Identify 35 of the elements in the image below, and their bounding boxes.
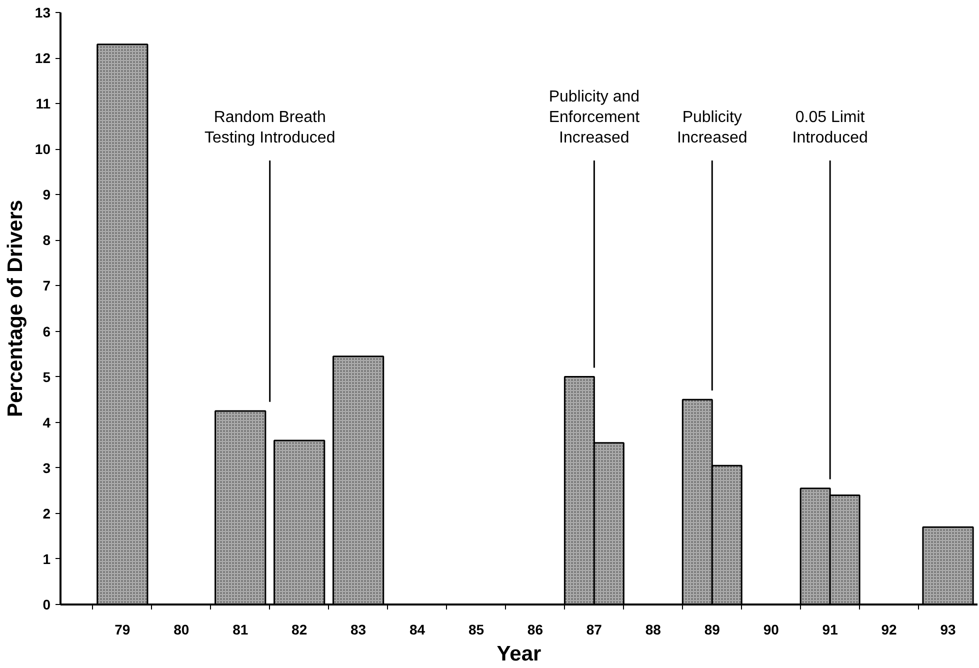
x-axis-title: Year [496,642,542,666]
x-tick-label: 92 [881,622,898,638]
y-tick-label: 11 [36,96,51,112]
x-tick-label: 90 [763,622,780,638]
y-tick-label: 5 [42,368,51,385]
y-tick-label: 6 [42,323,51,340]
ref-line-label: Random Breath Testing Introduced [204,109,336,146]
x-tick-label: 80 [174,622,190,638]
y-tick-label: 9 [42,186,51,203]
y-tick-label: 2 [42,505,51,522]
y-tick-label: 10 [34,141,51,158]
ref-line-label: 0.05 Limit Introduced [792,109,868,146]
x-tick-label: 83 [350,622,366,638]
y-tick-label: 8 [42,232,51,248]
x-tick-label: 93 [940,622,956,638]
y-tick-label: 3 [42,460,51,476]
x-tick-label: 89 [704,622,720,638]
y-tick-label: 1 [42,550,51,567]
ref-line-label: Publicity Increased [676,109,748,146]
y-tick-label: 12 [34,50,51,66]
y-tick-label: 13 [34,4,51,20]
x-tick-label: 88 [645,622,662,638]
y-tick-label: 0 [42,596,51,612]
y-axis-title: Percentage of Drivers [4,200,27,418]
y-tick-label: 4 [42,414,51,430]
x-tick-label: 85 [468,622,484,638]
x-tick-label: 82 [292,622,308,638]
x-tick-label: 79 [114,622,130,638]
y-tick-label: 7 [42,278,51,294]
ref-line-label: Publicity and Enforcement Increased [548,88,640,146]
x-tick-label: 81 [232,622,248,638]
x-tick-label: 91 [822,622,838,638]
x-tick-label: 84 [409,622,426,638]
x-tick-label: 86 [527,622,544,638]
x-tick-label: 87 [586,622,602,638]
